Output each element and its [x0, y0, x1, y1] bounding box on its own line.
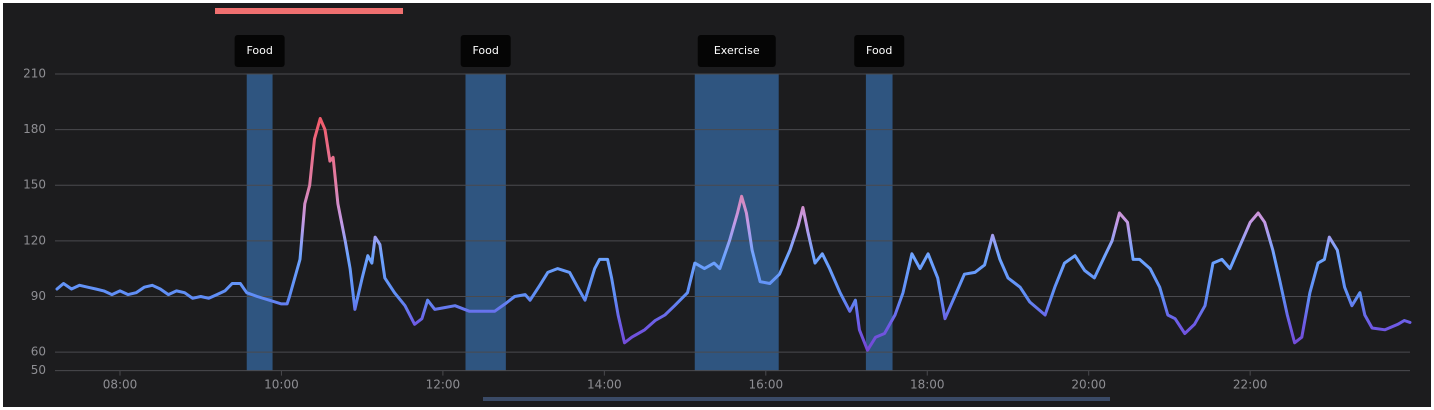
- event-band: [465, 74, 506, 371]
- scrollbar[interactable]: [483, 397, 1110, 401]
- x-tick-label: 10:00: [264, 378, 299, 392]
- x-tick-label: 08:00: [103, 378, 138, 392]
- event-band: [694, 74, 779, 371]
- event-band: [865, 74, 893, 371]
- y-tick-label: 60: [31, 345, 46, 359]
- y-tick-label: 150: [23, 178, 46, 192]
- event-label: Food: [866, 44, 892, 57]
- event-label: Food: [472, 44, 498, 57]
- glucose-line: [55, 117, 1412, 352]
- event-label-box: [697, 35, 776, 67]
- y-tick-label: 180: [23, 122, 46, 136]
- x-tick-label: 12:00: [426, 378, 461, 392]
- x-tick-label: 20:00: [1071, 378, 1106, 392]
- x-tick-label: 14:00: [587, 378, 622, 392]
- y-tick-label: 50: [31, 363, 46, 377]
- range-indicator: [215, 8, 403, 14]
- x-tick-label: 18:00: [910, 378, 945, 392]
- event-label-box: [854, 35, 905, 67]
- y-tick-label: 210: [23, 67, 46, 81]
- y-tick-label: 120: [23, 233, 46, 247]
- event-band: [246, 74, 273, 371]
- y-tick-label: 90: [31, 289, 46, 303]
- x-tick-label: 16:00: [749, 378, 784, 392]
- x-tick-label: 22:00: [1233, 378, 1268, 392]
- event-label: Food: [246, 44, 272, 57]
- event-label: Exercise: [714, 44, 760, 57]
- event-label-box: [460, 35, 511, 67]
- event-label-box: [234, 35, 285, 67]
